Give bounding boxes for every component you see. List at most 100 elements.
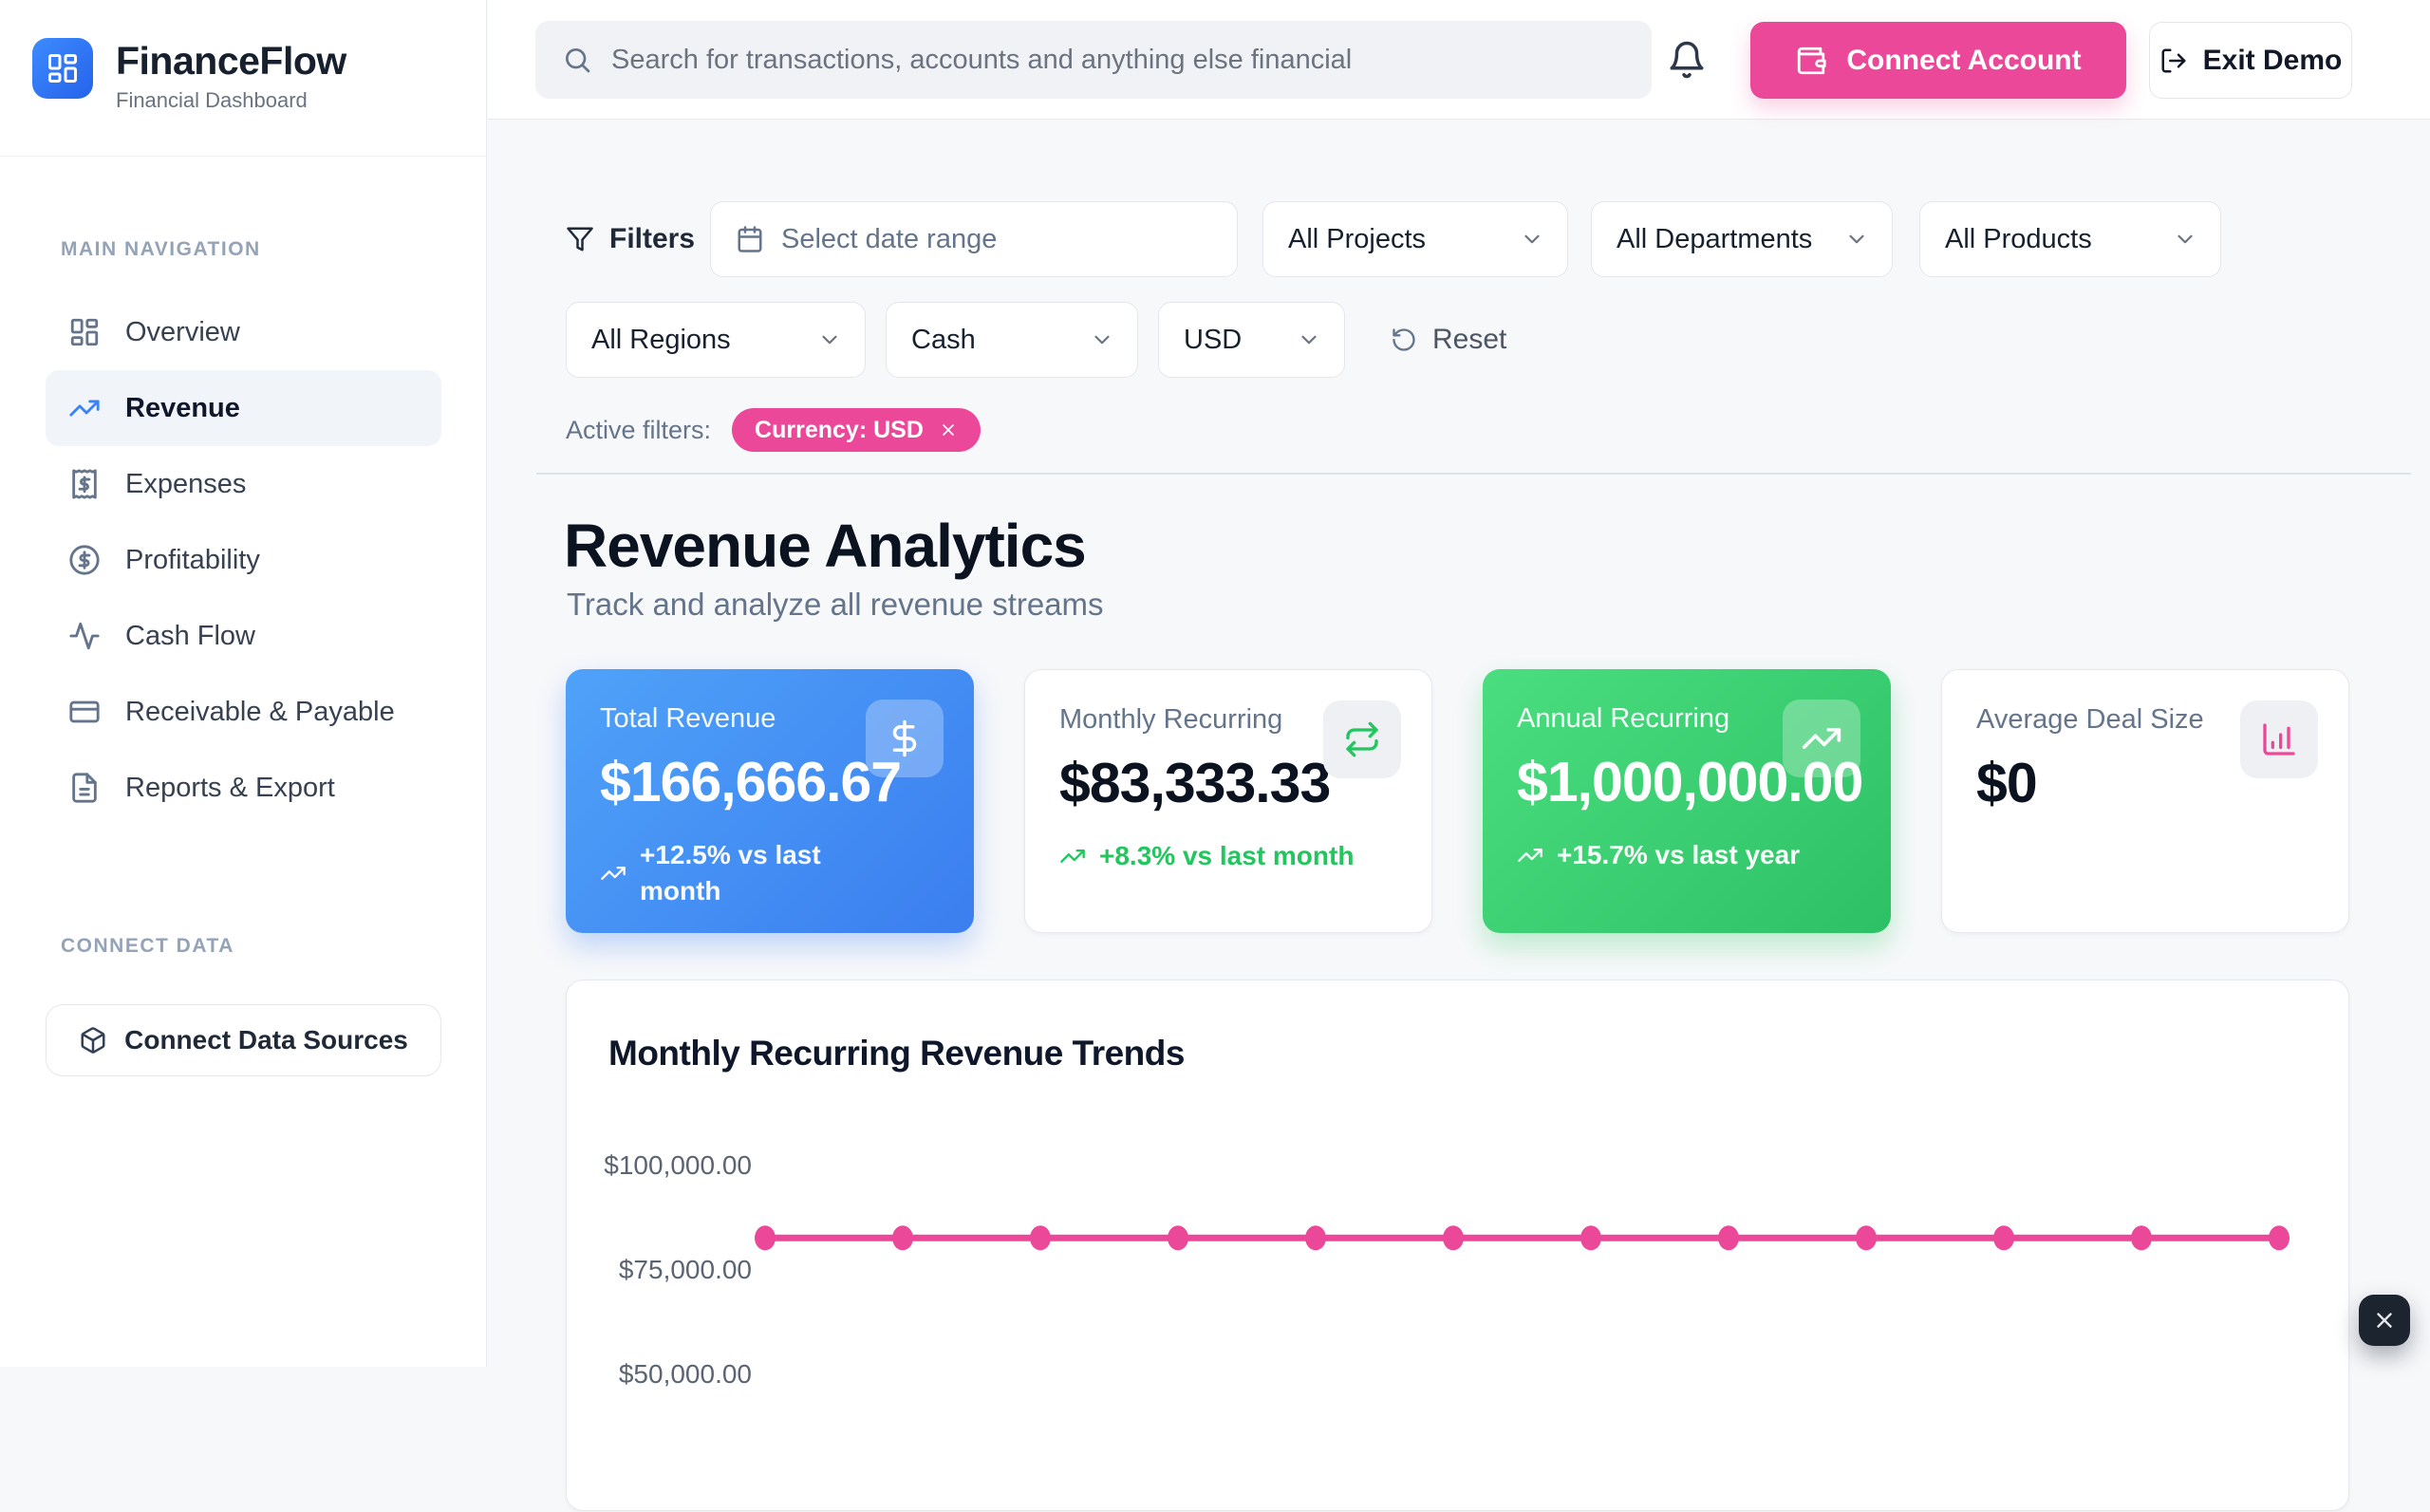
filters-label: Filters bbox=[609, 223, 696, 254]
exit-demo-label: Exit Demo bbox=[2202, 44, 2343, 76]
exit-demo-button[interactable]: Exit Demo bbox=[2149, 22, 2352, 99]
close-icon bbox=[2377, 1313, 2392, 1328]
date-range-input[interactable]: Select date range bbox=[710, 201, 1238, 277]
chevron-down-icon bbox=[1849, 234, 1864, 244]
search-input[interactable] bbox=[611, 44, 1625, 76]
stat-label: Monthly Recurring bbox=[1059, 704, 1283, 735]
regions-dropdown-value: All Regions bbox=[591, 324, 731, 355]
reset-filters-label: Reset bbox=[1432, 324, 1507, 355]
line-data-point[interactable] bbox=[1993, 1225, 2014, 1251]
sidebar-item-expenses[interactable]: Expenses bbox=[46, 446, 441, 522]
stat-change: +15.7% vs last year bbox=[1517, 837, 1857, 873]
sidebar-item-receivable-payable[interactable]: Receivable & Payable bbox=[46, 674, 441, 750]
active-filters-row: Active filters: Currency: USD bbox=[566, 408, 981, 452]
sidebar-item-profitability[interactable]: Profitability bbox=[46, 522, 441, 598]
top-bar: Connect Account Exit Demo bbox=[488, 0, 2430, 120]
line-data-point[interactable] bbox=[1305, 1225, 1326, 1251]
page-subtitle: Track and analyze all revenue streams bbox=[567, 587, 1104, 622]
trending-up-icon bbox=[601, 866, 626, 880]
connect-account-button[interactable]: Connect Account bbox=[1750, 22, 2126, 99]
currency-dropdown[interactable]: USD bbox=[1158, 302, 1345, 378]
sidebar-item-revenue[interactable]: Revenue bbox=[46, 370, 441, 446]
active-filter-chip-currency: Currency: USD bbox=[732, 408, 981, 452]
receipt-icon bbox=[72, 469, 97, 499]
payment-method-dropdown[interactable]: Cash bbox=[886, 302, 1138, 378]
notifications-button[interactable] bbox=[1667, 38, 1710, 82]
remove-filter-icon[interactable] bbox=[939, 420, 958, 439]
nav-section-header: MAIN NAVIGATION bbox=[61, 238, 261, 260]
trending-up-icon bbox=[1802, 728, 1841, 749]
chevron-down-icon bbox=[1524, 234, 1540, 244]
line-data-point[interactable] bbox=[1718, 1225, 1739, 1251]
active-filters-label: Active filters: bbox=[566, 415, 712, 444]
line-data-point[interactable] bbox=[892, 1225, 913, 1251]
mrr-trends-chart-card: Monthly Recurring Revenue Trends $100,00… bbox=[566, 980, 2349, 1511]
app-title: FinanceFlow bbox=[116, 39, 346, 83]
sidebar-item-reports-export[interactable]: Reports & Export bbox=[46, 750, 441, 826]
currency-dropdown-value: USD bbox=[1184, 324, 1243, 355]
calendar-icon bbox=[738, 226, 762, 252]
sidebar-item-cash-flow[interactable]: Cash Flow bbox=[46, 598, 441, 674]
stat-value: $166,666.67 bbox=[600, 751, 902, 813]
stat-icon-box bbox=[2240, 700, 2318, 778]
connect-data-section-header: CONNECT DATA bbox=[61, 935, 234, 957]
global-search bbox=[535, 21, 1652, 99]
widget-close-button[interactable] bbox=[2359, 1295, 2410, 1346]
line-data-point[interactable] bbox=[1580, 1225, 1601, 1251]
connect-account-label: Connect Account bbox=[1846, 44, 2082, 76]
trending-up-icon bbox=[1518, 848, 1542, 862]
line-data-point[interactable] bbox=[755, 1225, 776, 1251]
chevron-down-icon bbox=[1301, 335, 1317, 345]
section-divider bbox=[536, 473, 2411, 475]
stat-card-total-revenue: Total Revenue $166,666.67 +12.5% vs last… bbox=[566, 669, 974, 933]
products-dropdown-value: All Products bbox=[1945, 223, 2092, 254]
sidebar-item-label: Expenses bbox=[125, 468, 247, 499]
stat-icon-box bbox=[1323, 700, 1401, 778]
bell-icon bbox=[1670, 41, 1704, 79]
payment-method-value: Cash bbox=[911, 324, 976, 355]
brand-block: FinanceFlow Financial Dashboard bbox=[0, 0, 486, 157]
sidebar-item-label: Overview bbox=[125, 316, 240, 347]
app-logo bbox=[32, 38, 93, 99]
trending-up-icon bbox=[1060, 849, 1085, 863]
projects-dropdown[interactable]: All Projects bbox=[1262, 201, 1568, 277]
funnel-icon bbox=[567, 227, 593, 252]
departments-dropdown[interactable]: All Departments bbox=[1591, 201, 1893, 277]
sidebar-item-label: Cash Flow bbox=[125, 620, 255, 651]
sidebar-item-label: Profitability bbox=[125, 544, 260, 575]
wallet-icon bbox=[1798, 47, 1826, 74]
sidebar-item-overview[interactable]: Overview bbox=[46, 294, 441, 370]
sidebar-item-label: Receivable & Payable bbox=[125, 696, 395, 727]
products-dropdown[interactable]: All Products bbox=[1919, 201, 2221, 277]
projects-dropdown-value: All Projects bbox=[1288, 223, 1427, 254]
line-data-point[interactable] bbox=[1443, 1225, 1464, 1251]
stat-card-average-deal-size: Average Deal Size $0 bbox=[1941, 669, 2349, 933]
connect-data-sources-button[interactable]: Connect Data Sources bbox=[46, 1004, 441, 1076]
app-subtitle: Financial Dashboard bbox=[116, 88, 308, 113]
stat-change-text: +15.7% vs last year bbox=[1557, 840, 1801, 869]
stat-value: $1,000,000.00 bbox=[1517, 751, 1863, 813]
trending-up-icon bbox=[69, 400, 100, 417]
dashboard-icon bbox=[48, 54, 77, 83]
stat-change-text: +8.3% vs last month bbox=[1099, 841, 1355, 870]
search-icon bbox=[566, 48, 590, 73]
stat-change-text: +12.5% vs last month bbox=[640, 840, 821, 905]
line-data-point[interactable] bbox=[2131, 1225, 2152, 1251]
revenue-line-svg bbox=[755, 1225, 2290, 1251]
stat-card-monthly-recurring: Monthly Recurring $83,333.33 +8.3% vs la… bbox=[1024, 669, 1432, 933]
stat-icon-box bbox=[1783, 700, 1860, 777]
chart-column-icon bbox=[2263, 723, 2295, 756]
reset-filters-button[interactable]: Reset bbox=[1391, 302, 1506, 378]
line-data-point[interactable] bbox=[1856, 1225, 1877, 1251]
chevron-down-icon bbox=[1094, 335, 1110, 345]
line-data-point[interactable] bbox=[1030, 1225, 1051, 1251]
stat-icon-box bbox=[866, 700, 944, 777]
dollar-icon bbox=[892, 719, 917, 757]
regions-dropdown[interactable]: All Regions bbox=[566, 302, 866, 378]
line-data-point[interactable] bbox=[2269, 1225, 2290, 1251]
sidebar: FinanceFlow Financial Dashboard MAIN NAV… bbox=[0, 0, 487, 1367]
filters-label-group: Filters bbox=[566, 201, 695, 277]
chevron-down-icon bbox=[2178, 234, 2193, 244]
stat-value: $83,333.33 bbox=[1059, 752, 1331, 814]
line-data-point[interactable] bbox=[1168, 1225, 1188, 1251]
